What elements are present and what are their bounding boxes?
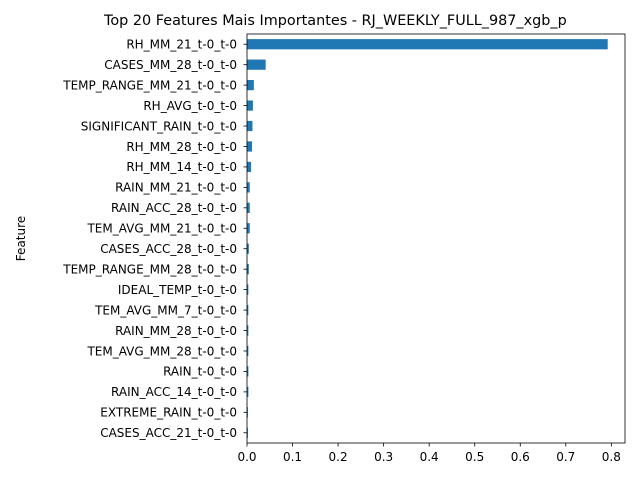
bar-1: [247, 59, 266, 70]
x-tick-label: 0.4: [420, 450, 439, 464]
bar-2: [247, 80, 254, 91]
x-tick-label: 0.5: [465, 450, 484, 464]
y-tick-label: CASES_MM_28_t-0_t-0: [104, 58, 237, 72]
x-tick-label: 0.3: [374, 450, 393, 464]
x-tick-label: 0.6: [511, 450, 530, 464]
y-tick-label: SIGNIFICANT_RAIN_t-0_t-0: [81, 119, 237, 133]
y-tick-label: RH_MM_21_t-0_t-0: [126, 38, 237, 52]
y-tick-label: RAIN_MM_21_t-0_t-0: [115, 181, 237, 195]
x-tick-label: 0.2: [329, 450, 348, 464]
bar-9: [247, 223, 250, 234]
bar-17: [247, 386, 249, 397]
y-axis-label: Feature: [14, 216, 28, 261]
y-tick-label: TEM_AVG_MM_21_t-0_t-0: [86, 222, 237, 236]
y-tick-label: RH_MM_14_t-0_t-0: [126, 160, 237, 174]
x-tick-label: 0.1: [283, 450, 302, 464]
bar-5: [247, 141, 253, 152]
bar-19: [247, 427, 248, 438]
y-tick-label: RAIN_t-0_t-0: [163, 365, 237, 379]
y-tick-label: TEM_AVG_MM_7_t-0_t-0: [94, 303, 237, 317]
y-tick-label: RAIN_ACC_28_t-0_t-0: [111, 201, 237, 215]
y-tick-label: IDEAL_TEMP_t-0_t-0: [118, 283, 237, 297]
bar-14: [247, 325, 249, 336]
bar-4: [247, 120, 253, 132]
y-tick-label: RAIN_ACC_14_t-0_t-0: [111, 385, 237, 399]
y-tick-label: RAIN_MM_28_t-0_t-0: [115, 324, 237, 338]
y-tick-label: TEMP_RANGE_MM_28_t-0_t-0: [62, 262, 237, 276]
bar-8: [247, 202, 250, 213]
y-tick-label: TEM_AVG_MM_28_t-0_t-0: [86, 344, 237, 358]
x-tick-label: 0.8: [602, 450, 621, 464]
bar-11: [247, 264, 249, 275]
bar-6: [247, 161, 252, 173]
bar-13: [247, 304, 249, 316]
y-tick-label: RH_AVG_t-0_t-0: [143, 99, 237, 113]
bar-18: [247, 407, 248, 418]
chart-title: Top 20 Features Mais Importantes - RJ_WE…: [103, 13, 567, 29]
x-tick-label: 0.7: [556, 450, 575, 464]
bar-12: [247, 284, 249, 295]
y-tick-label: CASES_ACC_21_t-0_t-0: [100, 426, 237, 440]
bar-16: [247, 366, 249, 377]
x-tick-label: 0.0: [237, 450, 256, 464]
plot-frame: [246, 33, 626, 444]
y-tick-label: EXTREME_RAIN_t-0_t-0: [100, 406, 237, 420]
bar-7: [247, 182, 250, 193]
bar-10: [247, 243, 249, 254]
bar-15: [247, 345, 249, 357]
bar-0: [247, 39, 608, 50]
bar-3: [247, 100, 253, 111]
y-tick-label: RH_MM_28_t-0_t-0: [126, 140, 237, 154]
y-tick-label: CASES_ACC_28_t-0_t-0: [100, 242, 237, 256]
y-tick-label: TEMP_RANGE_MM_21_t-0_t-0: [62, 78, 237, 92]
